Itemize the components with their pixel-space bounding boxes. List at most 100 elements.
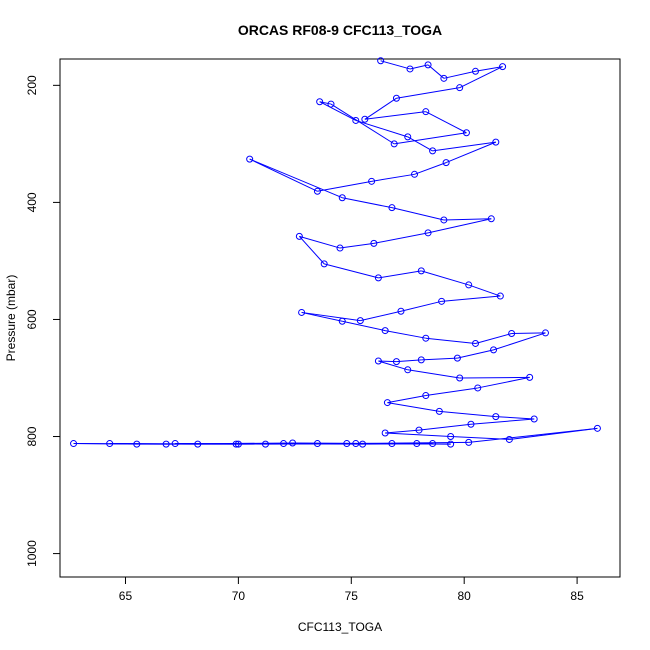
- data-point: [415, 426, 423, 434]
- series-line-segment: [432, 141, 496, 152]
- data-point: [338, 194, 346, 202]
- data-point: [429, 147, 437, 155]
- data-point: [465, 281, 473, 289]
- data-point: [474, 384, 482, 392]
- data-point: [390, 140, 398, 148]
- series-line-segment: [414, 162, 447, 175]
- data-point: [171, 440, 179, 448]
- x-axis: 65 70 75 80 85: [119, 577, 584, 603]
- series-line-segment: [371, 173, 415, 182]
- data-point: [424, 229, 432, 237]
- data-point: [424, 61, 432, 69]
- data-point: [453, 354, 461, 362]
- data-point: [377, 57, 385, 65]
- data-point: [352, 116, 360, 124]
- data-point: [313, 187, 321, 195]
- chart-title: ORCAS RF08-9 CFC113_TOGA: [238, 22, 442, 38]
- series-line-segment: [378, 270, 422, 279]
- data-point: [456, 374, 464, 382]
- series-line-segment: [425, 111, 467, 134]
- series-line-segment: [355, 119, 408, 138]
- data-point: [492, 138, 500, 146]
- data-point: [462, 129, 470, 137]
- data-point: [381, 327, 389, 335]
- series-line-segment: [342, 320, 386, 332]
- series-line-segment: [360, 310, 402, 322]
- data-point: [429, 440, 437, 448]
- series-line-segment: [385, 432, 451, 438]
- series-line-segment: [324, 263, 379, 279]
- series-line-segment: [470, 418, 535, 425]
- data-point: [530, 415, 538, 423]
- series-line-segment: [373, 232, 429, 244]
- data-point: [374, 357, 382, 365]
- data-point: [471, 67, 479, 75]
- data-point: [417, 267, 425, 275]
- series-line-segment: [387, 395, 426, 404]
- series-line-segment: [364, 111, 426, 120]
- data-point: [162, 440, 170, 448]
- data-point: [383, 399, 391, 407]
- series-line-segment: [477, 376, 530, 389]
- data-point: [422, 392, 430, 400]
- data-point: [392, 358, 400, 366]
- series-line-segment: [443, 70, 476, 79]
- series-line-segment: [396, 359, 422, 363]
- data-point: [320, 260, 328, 268]
- data-point: [440, 216, 448, 224]
- series-line-segment: [378, 360, 408, 371]
- series-line-segment: [425, 387, 478, 397]
- series-line-segment: [475, 333, 512, 344]
- data-point: [413, 440, 421, 448]
- data-point: [194, 440, 202, 448]
- series-line-segment: [387, 402, 440, 412]
- series-line-segment: [317, 180, 372, 192]
- series-line-segment: [319, 101, 332, 105]
- data-point: [526, 373, 534, 381]
- plot-frame: [59, 58, 621, 578]
- series-line-segment: [441, 295, 501, 302]
- data-point: [361, 115, 369, 123]
- x-tick-label: 65: [119, 589, 133, 603]
- data-point: [295, 232, 303, 240]
- data-point: [392, 94, 400, 102]
- data-point: [368, 177, 376, 185]
- data-point: [496, 292, 504, 300]
- data-point: [487, 215, 495, 223]
- data-point: [499, 63, 507, 71]
- series-line-segment: [418, 423, 472, 431]
- x-tick-label: 85: [570, 589, 584, 603]
- series-line-segment: [468, 284, 501, 297]
- data-point: [133, 440, 141, 448]
- series-line-segment: [457, 349, 494, 359]
- y-tick-label: 400: [25, 192, 39, 212]
- data-point: [593, 424, 601, 432]
- series-line-segment: [385, 429, 420, 434]
- y-axis: 200 400 600 800 1000: [25, 75, 60, 567]
- x-tick-label: 80: [458, 589, 472, 603]
- y-tick-label: 800: [25, 426, 39, 446]
- data-point: [313, 440, 321, 448]
- data-point: [447, 440, 455, 448]
- y-tick-label: 1000: [25, 540, 39, 567]
- data-point: [435, 407, 443, 415]
- y-axis-label: Pressure (mbar): [4, 275, 18, 362]
- data-point: [280, 440, 288, 448]
- series-line-segment: [493, 332, 546, 351]
- data-point: [417, 356, 425, 364]
- data-point: [456, 84, 464, 92]
- data-point: [404, 366, 412, 374]
- series-line-segment: [385, 330, 426, 339]
- data-point: [467, 420, 475, 428]
- data-point: [70, 440, 78, 448]
- y-tick-label: 200: [25, 75, 39, 95]
- series-line-segment: [475, 66, 503, 72]
- series-line-segment: [330, 103, 395, 145]
- data-point: [234, 440, 242, 448]
- series-line-segment: [459, 66, 503, 89]
- data-point: [370, 239, 378, 247]
- data-point: [406, 65, 414, 73]
- data-point: [232, 440, 240, 448]
